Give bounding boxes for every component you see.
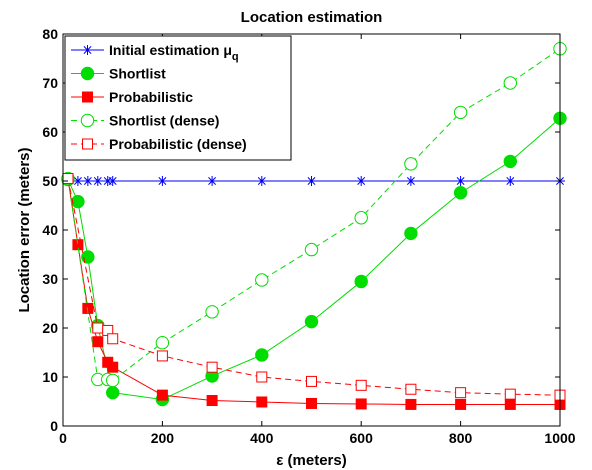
series-4-point-4 [156, 350, 168, 362]
y-tick-label-8: 80 [42, 26, 58, 42]
series-2-point-2 [82, 302, 94, 314]
y-axis-title: Location error (meters) [16, 147, 33, 312]
series-3-point-6 [255, 273, 269, 287]
legend: Initial estimation μq Shortlist Probabilis… [64, 35, 292, 161]
series-4 [62, 173, 566, 401]
legend-box [64, 35, 292, 161]
series-2-point-1 [72, 239, 84, 251]
series-0-point-1 [72, 176, 83, 186]
y-tick-label-7: 70 [42, 75, 58, 91]
legend-marker-2 [82, 91, 93, 103]
series-1-point-8 [304, 314, 319, 329]
series-2-point-3 [92, 336, 104, 348]
series-4-point-11 [504, 388, 516, 400]
x-tick-label-3: 600 [350, 430, 374, 446]
axes-layer: 0 200 400 600 800 1000 0 10 20 30 40 50 60 70 80 [42, 26, 575, 446]
series-1-line [67, 117, 561, 401]
series-2-point-7 [206, 395, 218, 407]
series-3-point-7 [304, 242, 319, 257]
series-4-point-9 [405, 383, 417, 395]
series-layer [61, 42, 567, 410]
series-0-point-6 [157, 176, 168, 186]
x-tick-label-4: 800 [449, 430, 473, 446]
x-tick-label-1: 200 [151, 430, 175, 446]
x-axis-title: ε (meters) [276, 452, 346, 469]
series-0 [62, 176, 565, 186]
series-0-point-10 [356, 176, 367, 186]
legend-marker-4 [82, 138, 93, 150]
y-tick-label-1: 10 [42, 369, 58, 385]
series-0-point-11 [405, 176, 416, 186]
series-0-point-2 [82, 176, 93, 186]
series-3-point-11 [503, 76, 517, 90]
series-0-point-5 [107, 176, 118, 186]
legend-marker-0 [82, 45, 93, 55]
series-2-point-13 [504, 398, 516, 410]
series-1-point-12 [503, 154, 517, 169]
series-4-point-10 [455, 387, 467, 399]
series-3-point-10 [453, 105, 468, 120]
series-1-point-10 [404, 226, 418, 241]
y-tick-label-0: 0 [50, 418, 58, 434]
series-2-line [67, 178, 560, 405]
series-1-point-11 [453, 186, 468, 200]
y-tick-label-2: 20 [42, 320, 58, 336]
series-2 [62, 173, 566, 410]
y-tick-label-4: 40 [42, 222, 58, 238]
x-tick-label-5: 1000 [544, 430, 575, 446]
series-1-point-7 [255, 348, 269, 362]
series-1-point-1 [71, 194, 85, 209]
series-0-point-8 [256, 176, 267, 186]
series-4-point-5 [206, 361, 218, 373]
series-4-point-6 [256, 371, 268, 383]
series-4-point-7 [306, 375, 317, 387]
series-2-point-10 [355, 398, 367, 410]
series-0-point-7 [207, 176, 218, 186]
series-3-point-5 [205, 305, 219, 319]
series-2-point-6 [156, 389, 168, 401]
series-0-point-9 [306, 176, 317, 186]
legend-label-0: Initial estimation μq [109, 42, 239, 63]
series-1-point-4 [106, 385, 120, 400]
series-2-point-9 [306, 397, 317, 409]
legend-marker-3 [80, 113, 95, 128]
series-3-point-8 [354, 211, 368, 225]
series-4-point-8 [355, 379, 367, 391]
legend-label-4: Probabilistic (dense) [109, 136, 247, 152]
series-4-line [67, 178, 561, 396]
legend-label-2: Probabilistic [109, 89, 193, 105]
series-4-point-1 [92, 322, 104, 334]
series-0-point-13 [505, 176, 516, 186]
chart-title: Location estimation [241, 9, 383, 26]
x-tick-label-2: 400 [250, 430, 274, 446]
y-tick-label-6: 60 [42, 124, 58, 140]
series-0-point-3 [92, 176, 103, 186]
series-4-point-0 [62, 173, 74, 185]
legend-label-3: Shortlist (dense) [109, 113, 219, 129]
series-2-point-8 [256, 396, 268, 408]
series-1-point-2 [81, 250, 95, 264]
series-3-point-4 [155, 336, 170, 350]
y-tick-label-3: 30 [42, 271, 58, 287]
series-2-point-12 [455, 398, 467, 410]
series-3-point-3 [106, 373, 120, 388]
series-1-point-9 [354, 274, 368, 289]
x-tick-label-0: 0 [59, 430, 67, 446]
y-tick-label-5: 50 [42, 173, 58, 189]
series-2-point-5 [107, 361, 119, 373]
series-4-point-3 [107, 333, 119, 345]
series-0-point-12 [455, 176, 466, 186]
legend-label-1: Shortlist [109, 66, 166, 82]
series-3-point-9 [404, 157, 418, 171]
series-2-point-11 [405, 398, 417, 410]
legend-marker-1 [80, 66, 95, 81]
